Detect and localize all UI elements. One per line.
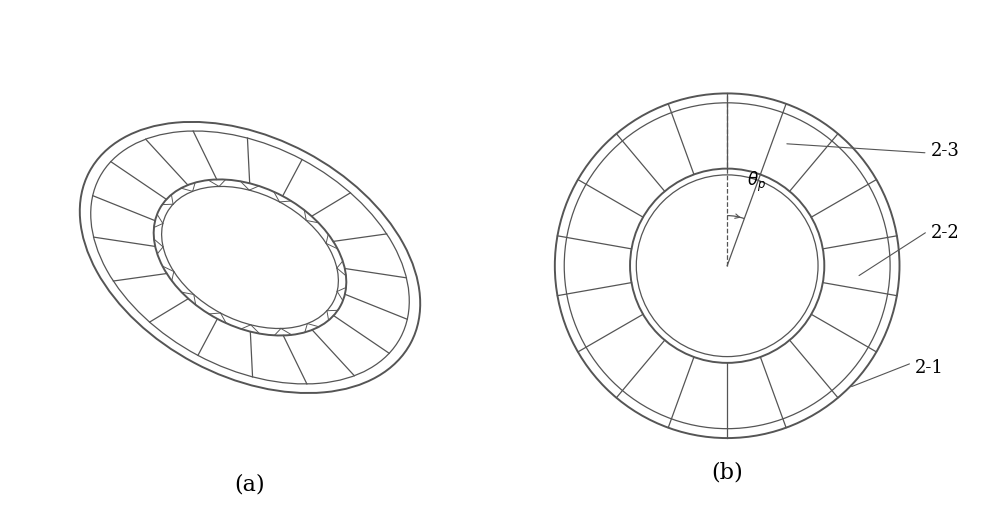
Text: 2-3: 2-3 xyxy=(931,142,960,160)
Text: $\theta_p$: $\theta_p$ xyxy=(747,170,766,195)
Text: 2-2: 2-2 xyxy=(931,224,960,242)
Text: (b): (b) xyxy=(711,461,743,483)
Text: (a): (a) xyxy=(235,473,265,495)
Text: 2-1: 2-1 xyxy=(915,359,944,377)
